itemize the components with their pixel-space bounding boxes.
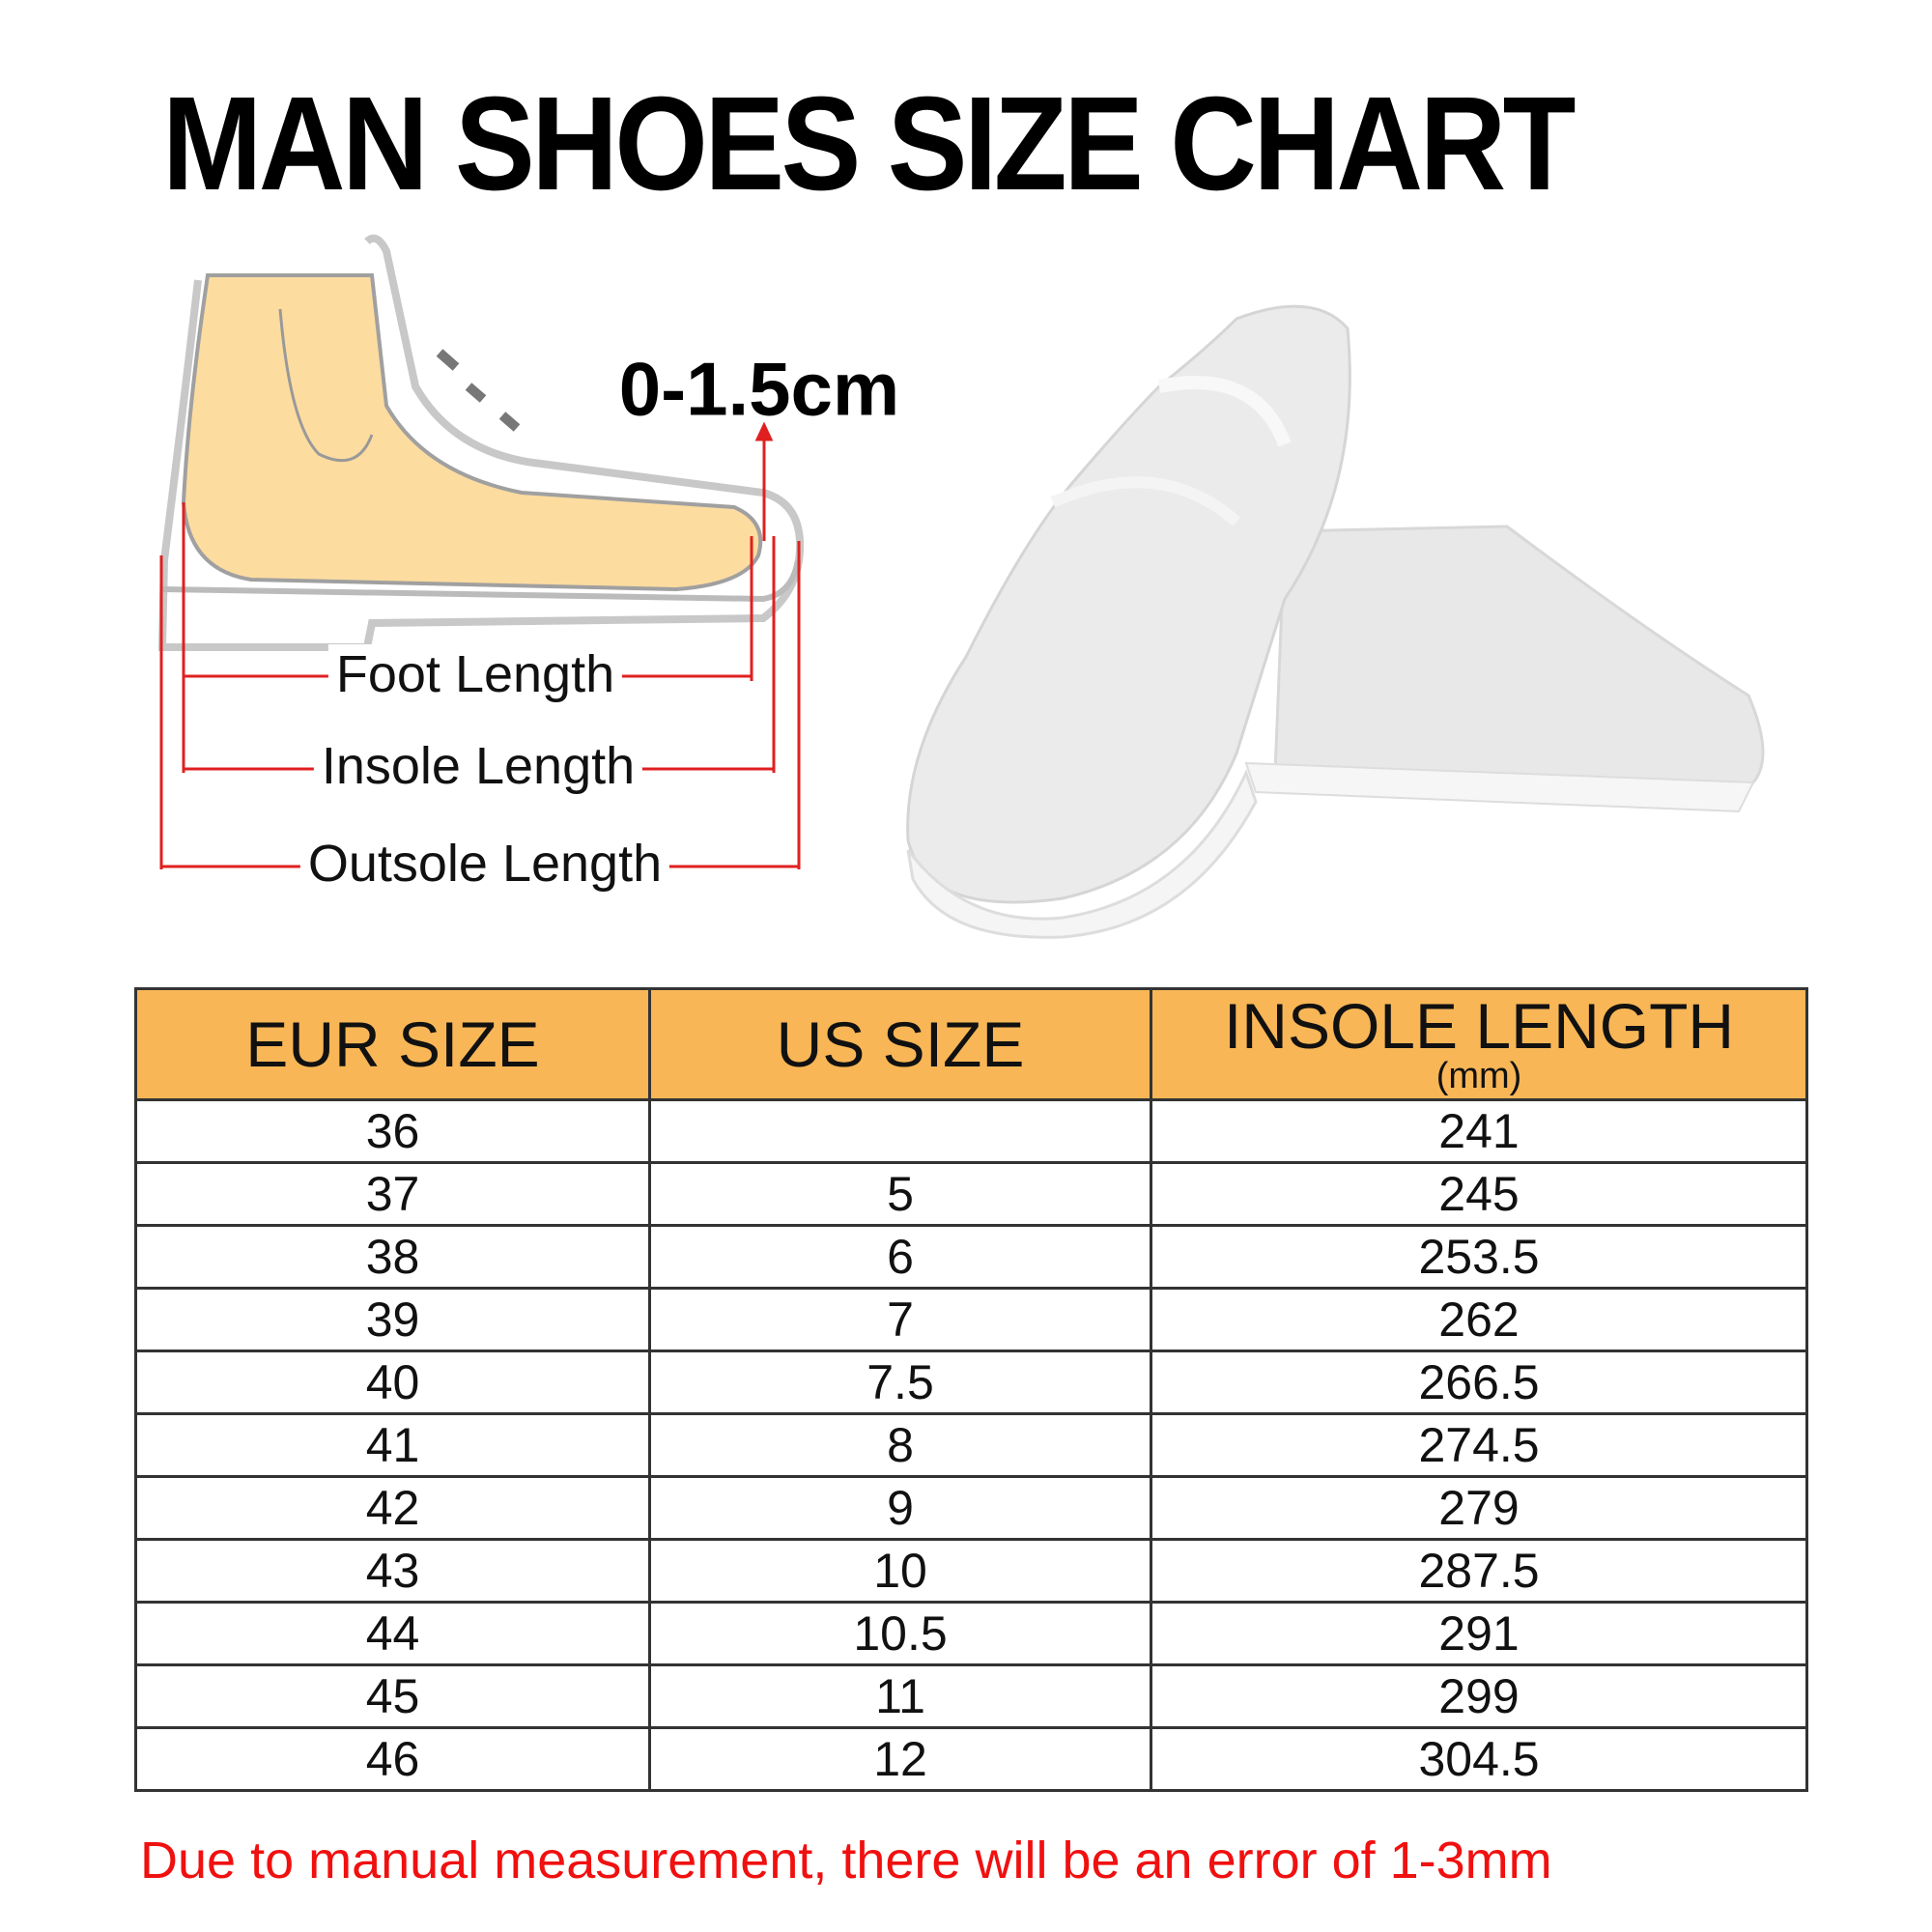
table-row: 40 7.5 266.5 xyxy=(134,1350,1808,1415)
shoe-photo xyxy=(906,304,1765,939)
outsole-length-label: Outsole Length xyxy=(299,834,670,894)
page-title: MAN SHOES SIZE CHART xyxy=(162,70,1576,218)
header-unit: (mm) xyxy=(1435,1056,1522,1096)
us-size-cell: 6 xyxy=(647,1224,1153,1290)
insole-length-cell: 279 xyxy=(1150,1475,1808,1541)
table-row: 46 12 304.5 xyxy=(134,1726,1808,1792)
insole-length-cell: 266.5 xyxy=(1150,1350,1808,1415)
eur-size-cell: 38 xyxy=(134,1224,651,1290)
eur-size-cell: 41 xyxy=(134,1412,651,1478)
table-row: 39 7 262 xyxy=(134,1287,1808,1352)
table-row: 36 241 xyxy=(134,1098,1808,1164)
insole-length-cell: 274.5 xyxy=(1150,1412,1808,1478)
insole-length-cell: 245 xyxy=(1150,1161,1808,1227)
insole-length-cell: 253.5 xyxy=(1150,1224,1808,1290)
eur-size-cell: 45 xyxy=(134,1663,651,1729)
us-size-cell: 9 xyxy=(647,1475,1153,1541)
table-row: 45 11 299 xyxy=(134,1663,1808,1729)
eur-size-cell: 37 xyxy=(134,1161,651,1227)
table-row: 37 5 245 xyxy=(134,1161,1808,1227)
insole-length-cell: 291 xyxy=(1150,1601,1808,1666)
insole-length-label: Insole Length xyxy=(313,736,643,796)
table-row: 42 9 279 xyxy=(134,1475,1808,1541)
table-row: 43 10 287.5 xyxy=(134,1538,1808,1604)
header-us-size: US SIZE xyxy=(647,987,1153,1101)
us-size-cell: 5 xyxy=(647,1161,1153,1227)
table-row: 44 10.5 291 xyxy=(134,1601,1808,1666)
header-insole-length: INSOLE LENGTH (mm) xyxy=(1150,987,1808,1101)
table-row: 38 6 253.5 xyxy=(134,1224,1808,1290)
eur-size-cell: 43 xyxy=(134,1538,651,1604)
us-size-cell: 10.5 xyxy=(647,1601,1153,1666)
size-table: EUR SIZE US SIZE INSOLE LENGTH (mm) 36 241… xyxy=(134,987,1808,1792)
foot-shape xyxy=(181,273,763,592)
table-header-row: EUR SIZE US SIZE INSOLE LENGTH (mm) xyxy=(134,987,1808,1101)
measurement-note: Due to manual measurement, there will be… xyxy=(140,1832,1552,1889)
gap-label: 0-1.5cm xyxy=(618,346,900,432)
eur-size-cell: 40 xyxy=(134,1350,651,1415)
us-size-cell: 7.5 xyxy=(647,1350,1153,1415)
us-size-cell: 8 xyxy=(647,1412,1153,1478)
eur-size-cell: 39 xyxy=(134,1287,651,1352)
insole-length-cell: 299 xyxy=(1150,1663,1808,1729)
us-size-cell: 12 xyxy=(647,1726,1153,1792)
insole-length-cell: 287.5 xyxy=(1150,1538,1808,1604)
insole-length-cell: 241 xyxy=(1150,1098,1808,1164)
header-insole-text: INSOLE LENGTH xyxy=(1223,990,1735,1062)
insole-length-cell: 304.5 xyxy=(1150,1726,1808,1792)
eur-size-cell: 46 xyxy=(134,1726,651,1792)
foot-diagram xyxy=(157,234,1765,939)
us-size-cell xyxy=(647,1098,1153,1164)
us-size-cell: 11 xyxy=(647,1663,1153,1729)
us-size-cell: 7 xyxy=(647,1287,1153,1352)
table-row: 41 8 274.5 xyxy=(134,1412,1808,1478)
us-size-cell: 10 xyxy=(647,1538,1153,1604)
insole-length-cell: 262 xyxy=(1150,1287,1808,1352)
header-eur-size: EUR SIZE xyxy=(134,987,651,1101)
foot-length-label: Foot Length xyxy=(327,644,623,704)
eur-size-cell: 44 xyxy=(134,1601,651,1666)
eur-size-cell: 42 xyxy=(134,1475,651,1541)
eur-size-cell: 36 xyxy=(134,1098,651,1164)
